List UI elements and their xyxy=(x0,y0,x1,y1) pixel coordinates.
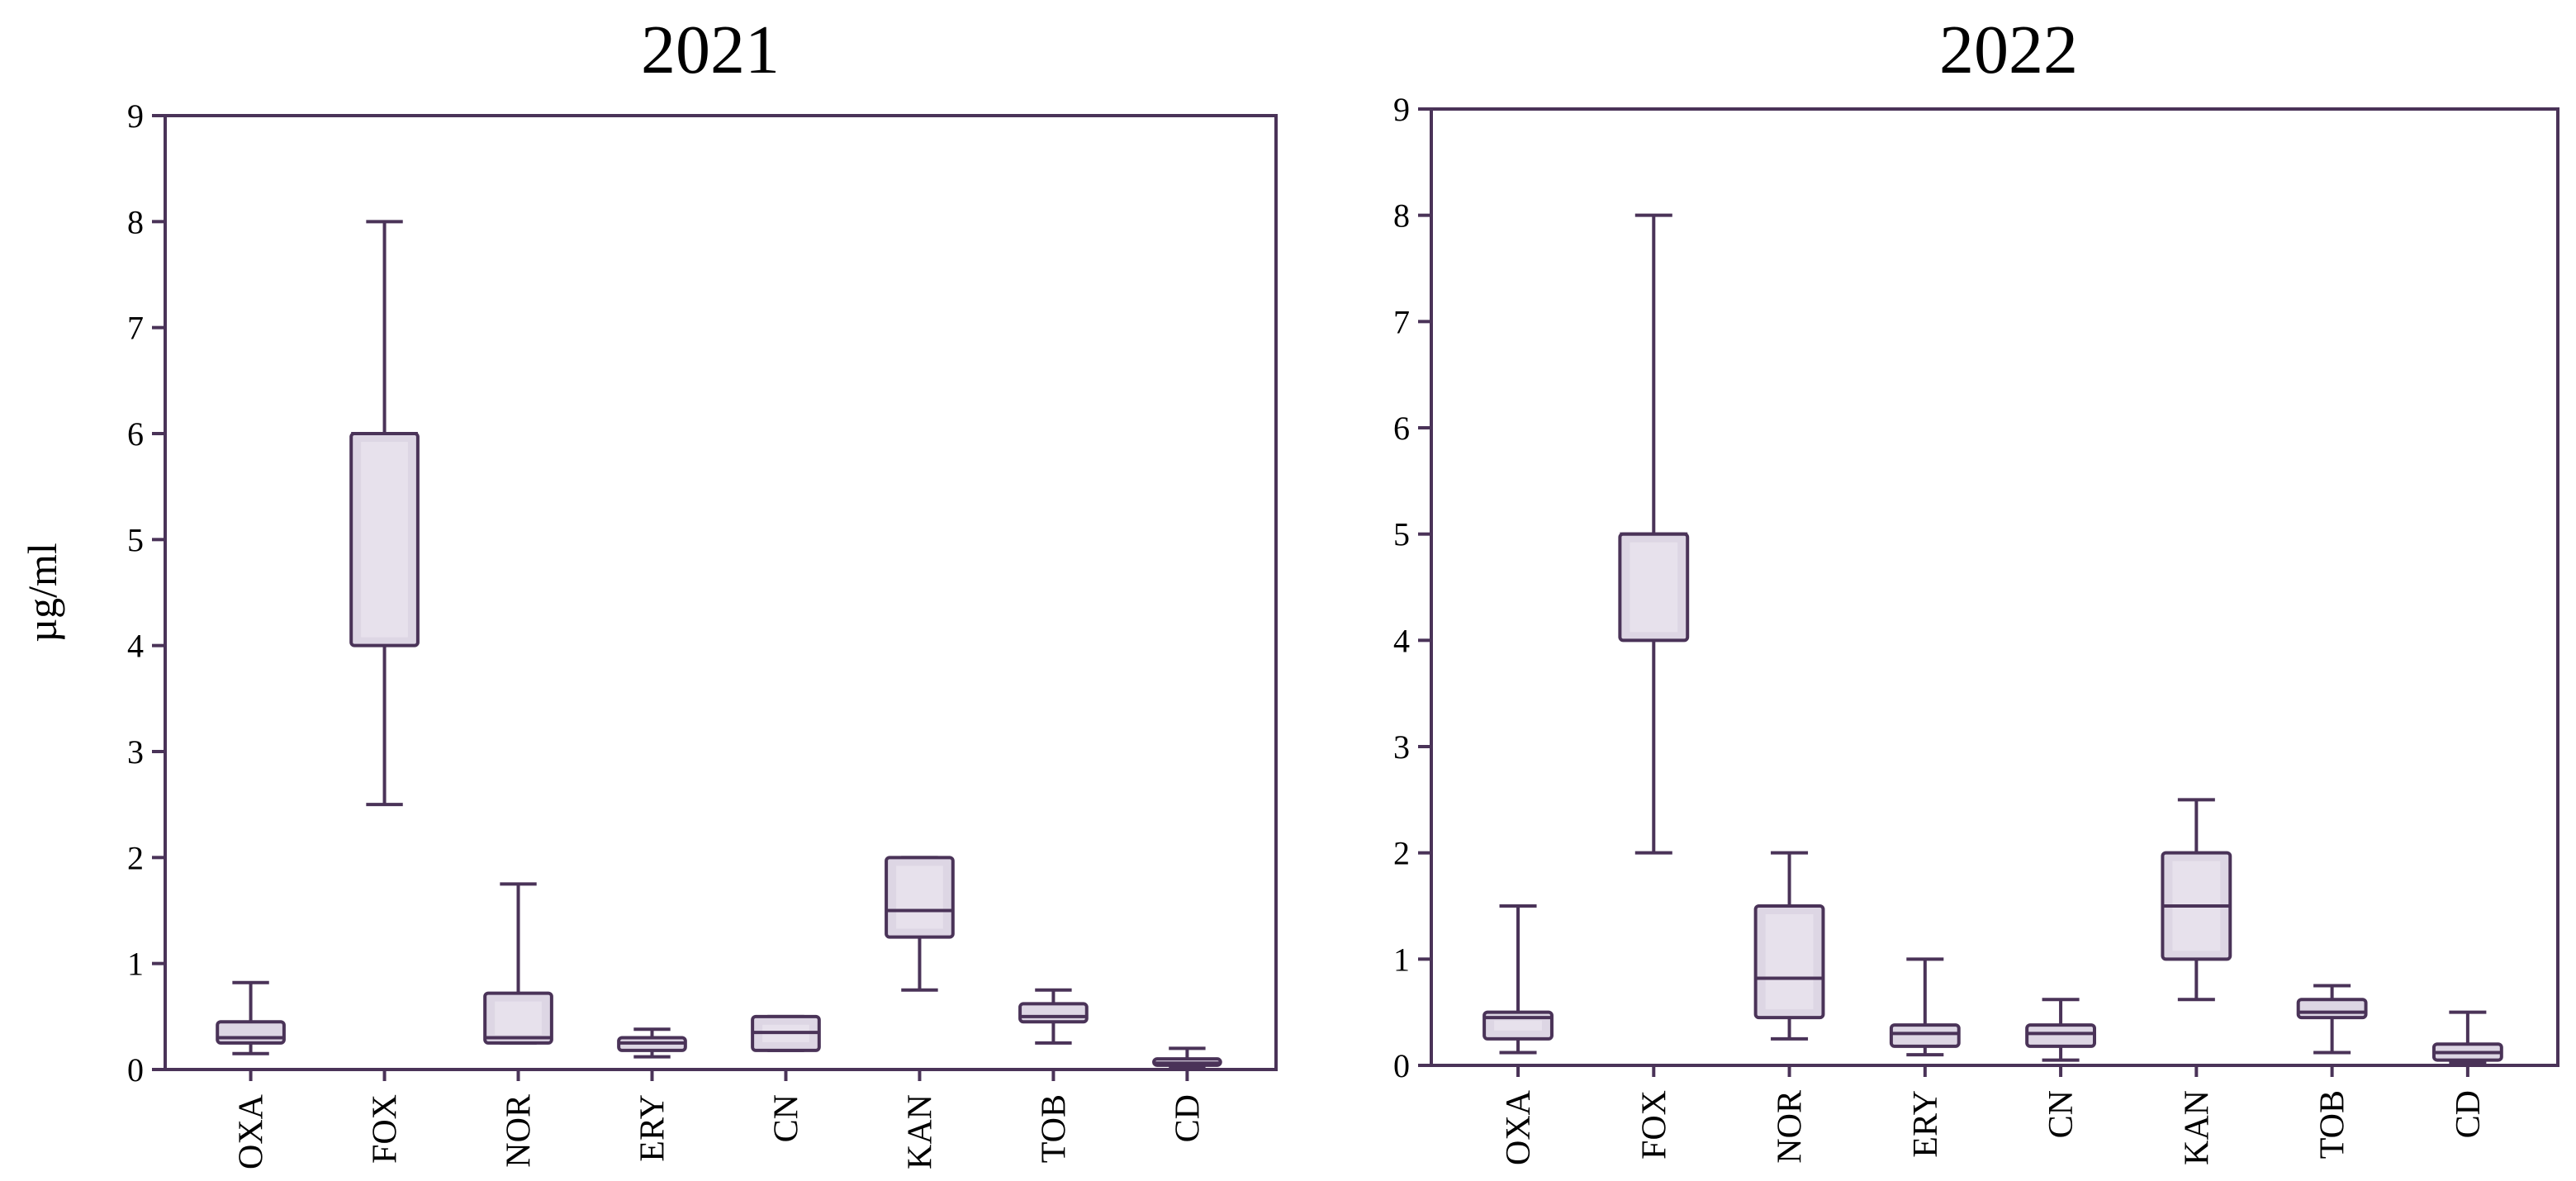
box-tob: TOB xyxy=(1018,988,1089,1163)
y-tick-label: 8 xyxy=(127,203,144,240)
x-category-label: CN xyxy=(2042,1090,2080,1138)
box-highlight xyxy=(1765,914,1814,1010)
plot-frame xyxy=(1430,107,2559,1067)
box-highlight xyxy=(361,442,408,638)
y-tick-label: 9 xyxy=(1393,91,1410,128)
plot-frame xyxy=(164,114,1278,1071)
box-highlight xyxy=(495,1001,542,1035)
y-tick-label: 5 xyxy=(1393,516,1410,553)
y-tick-label: 0 xyxy=(1393,1047,1410,1084)
y-tick-label: 3 xyxy=(127,733,144,771)
y-axis-label: µg/ml xyxy=(19,543,65,642)
y-tick-label: 0 xyxy=(127,1051,144,1089)
x-category-label: ERY xyxy=(1907,1090,1945,1158)
x-category-label: OXA xyxy=(1500,1089,1538,1165)
box-cd: CD xyxy=(2431,1010,2503,1138)
x-category-label: TOB xyxy=(1035,1094,1073,1163)
x-category-label: NOR xyxy=(500,1094,538,1168)
x-category-label: CN xyxy=(767,1094,805,1142)
y-tick-label: 1 xyxy=(1393,941,1410,978)
x-category-label: KAN xyxy=(2178,1090,2216,1165)
box-cn: CN xyxy=(751,1014,821,1142)
y-tick-label: 2 xyxy=(1393,835,1410,872)
iqr-box xyxy=(2296,998,2368,1020)
y-tick-label: 6 xyxy=(127,415,144,453)
iqr-box xyxy=(2025,1023,2097,1048)
x-category-label: NOR xyxy=(1772,1090,1810,1164)
chart-title: 2021 xyxy=(641,12,780,88)
iqr-box xyxy=(1889,1023,1961,1048)
x-category-label: KAN xyxy=(901,1094,939,1169)
x-category-label: ERY xyxy=(633,1094,671,1162)
box-tob: TOB xyxy=(2296,984,2368,1159)
y-tick-label: 2 xyxy=(127,839,144,876)
x-category-label: OXA xyxy=(233,1093,271,1169)
box-kan: KAN xyxy=(2161,798,2232,1165)
y-tick-label: 4 xyxy=(1393,622,1410,659)
box-cd: CD xyxy=(1152,1046,1222,1142)
y-tick-label: 5 xyxy=(127,521,144,558)
y-tick-label: 8 xyxy=(1393,197,1410,235)
box-nor: NOR xyxy=(1753,851,1825,1164)
box-highlight xyxy=(896,866,943,929)
chart-panel-2022: 2022 0 1 2 3 4 5 6 7 8 9 OXA FOX NOR ERY CN KAN TOB CD xyxy=(1393,12,2559,1165)
x-category-label: FOX xyxy=(367,1094,405,1164)
iqr-box xyxy=(216,1020,286,1045)
y-tick-label: 6 xyxy=(1393,410,1410,447)
box-ery: ERY xyxy=(1889,957,1961,1158)
y-tick-label: 7 xyxy=(1393,303,1410,340)
x-category-label: CD xyxy=(2450,1090,2488,1138)
box-highlight xyxy=(1630,542,1678,633)
box-fox: FOX xyxy=(349,220,420,1164)
y-tick-label: 1 xyxy=(127,946,144,983)
iqr-box xyxy=(1018,1002,1089,1024)
y-tick-label: 4 xyxy=(127,628,144,665)
box-fox: FOX xyxy=(1618,213,1690,1160)
y-tick-label: 3 xyxy=(1393,728,1410,766)
chart-panel-2021: 2021 µg/ml 0 1 2 3 4 5 6 7 8 9 OXA FOX NOR ERY CN KAN TOB C… xyxy=(19,12,1278,1169)
box-highlight xyxy=(1494,1020,1542,1031)
x-category-label: FOX xyxy=(1635,1090,1673,1160)
y-tick-label: 9 xyxy=(127,97,144,135)
x-category-label: CD xyxy=(1169,1094,1207,1142)
box-nor: NOR xyxy=(483,882,553,1168)
box-cn: CN xyxy=(2025,998,2097,1138)
box-oxa: OXA xyxy=(1483,904,1554,1165)
box-kan: KAN xyxy=(885,856,955,1169)
chart-title: 2022 xyxy=(1939,12,2078,88)
box-ery: ERY xyxy=(617,1027,687,1162)
x-category-label: TOB xyxy=(2314,1090,2352,1159)
box-oxa: OXA xyxy=(216,980,286,1169)
y-tick-label: 7 xyxy=(127,310,144,347)
